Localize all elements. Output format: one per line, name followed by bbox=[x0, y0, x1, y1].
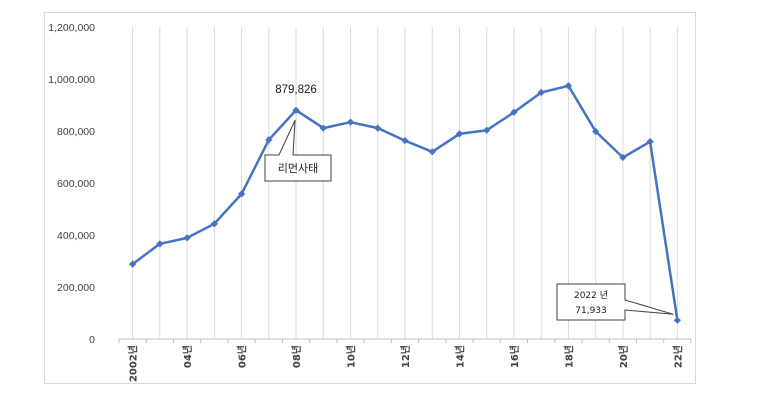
y-tick-label: 1,200,000 bbox=[48, 22, 95, 34]
data-point-marker bbox=[619, 153, 627, 162]
data-point-marker bbox=[183, 234, 191, 242]
x-tick-label: 08년 bbox=[290, 345, 303, 368]
x-tick-label: 14년 bbox=[453, 345, 466, 368]
y-tick-label: 800,000 bbox=[57, 126, 95, 138]
data-point-marker bbox=[237, 190, 246, 198]
lehman-callout: 리먼사태 bbox=[264, 120, 332, 182]
x-tick-labels: 2002년 04년 06년 08년 10년 12년 14년 16년 18년 20년 22년 bbox=[127, 345, 685, 382]
data-point-marker bbox=[156, 240, 164, 248]
data-point-marker bbox=[319, 124, 327, 132]
series bbox=[129, 82, 681, 324]
lehman-callout-label: 리먼사태 bbox=[278, 162, 318, 175]
data-point-marker bbox=[646, 138, 654, 146]
lehman-callout-box bbox=[264, 120, 332, 182]
data-point-marker bbox=[346, 118, 355, 126]
data-point-marker bbox=[592, 127, 600, 136]
x-tick-label: 18년 bbox=[562, 345, 575, 368]
y-tick-label: 200,000 bbox=[57, 282, 95, 294]
x-tick-label: 22년 bbox=[671, 345, 684, 368]
end-callout: 2022 년 71,933 bbox=[556, 283, 674, 321]
x-tick-label: 2002년 bbox=[127, 345, 140, 382]
y-tick-labels: 0 200,000 400,000 600,000 800,000 1,000,000 1,… bbox=[48, 22, 95, 346]
x-tick-label: 10년 bbox=[345, 345, 358, 368]
data-point-marker bbox=[374, 124, 382, 132]
x-tick-label: 12년 bbox=[399, 345, 412, 368]
end-callout-box bbox=[556, 283, 674, 321]
end-callout-value-label: 71,933 bbox=[575, 306, 607, 316]
data-point-marker bbox=[673, 316, 681, 324]
y-tick-label: 1,000,000 bbox=[48, 74, 95, 86]
chart-frame: 0 200,000 400,000 600,000 800,000 1,000,000 1,… bbox=[44, 12, 696, 384]
x-tick-label: 20년 bbox=[617, 345, 630, 368]
peak-value-label: 879,826 bbox=[275, 84, 317, 96]
y-tick-label: 0 bbox=[89, 334, 95, 346]
data-point-marker bbox=[401, 137, 409, 145]
x-tick-label: 16년 bbox=[508, 345, 521, 368]
data-point-marker bbox=[455, 130, 464, 138]
data-point-marker bbox=[564, 82, 573, 90]
y-tick-label: 400,000 bbox=[57, 230, 95, 242]
end-callout-year-label: 2022 년 bbox=[574, 290, 608, 301]
data-point-marker bbox=[537, 88, 545, 97]
y-tick-label: 600,000 bbox=[57, 178, 95, 190]
data-point-marker bbox=[428, 148, 436, 156]
data-point-marker bbox=[129, 260, 137, 268]
axes bbox=[118, 338, 692, 343]
line-chart: 0 200,000 400,000 600,000 800,000 1,000,000 1,… bbox=[48, 22, 692, 382]
x-tick-label: 06년 bbox=[236, 345, 249, 368]
data-point-marker bbox=[510, 108, 518, 116]
data-point-marker bbox=[210, 220, 218, 228]
x-tick-label: 04년 bbox=[181, 345, 194, 368]
gridlines bbox=[132, 27, 678, 339]
data-point-marker bbox=[292, 106, 300, 114]
data-point-marker bbox=[483, 126, 491, 134]
